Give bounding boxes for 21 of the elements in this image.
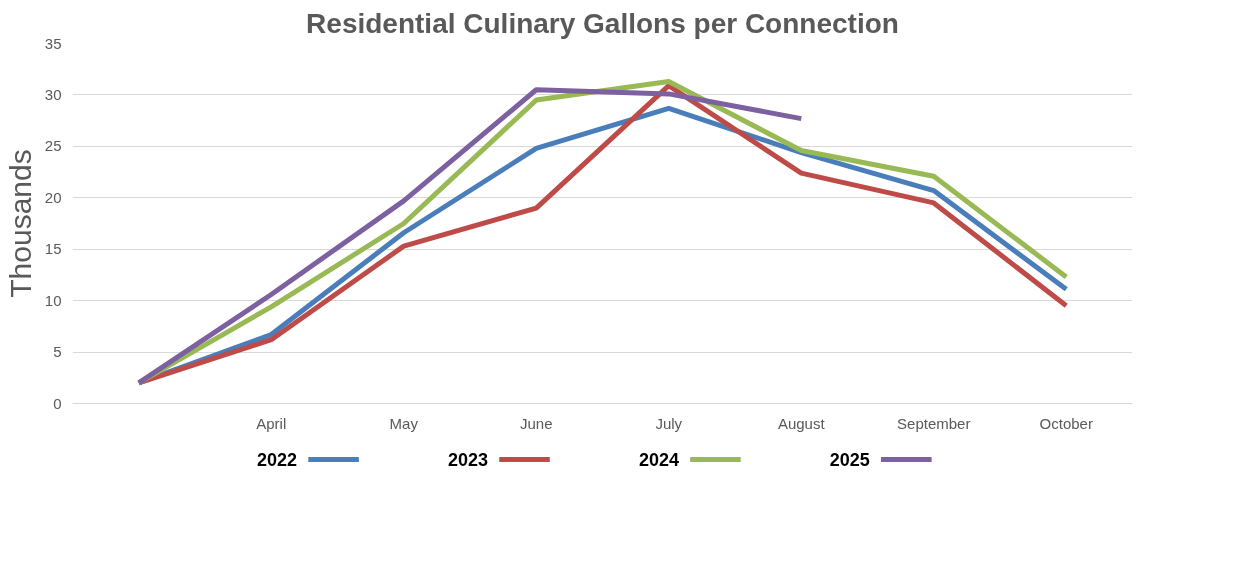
y-tick-label: 30 bbox=[44, 85, 62, 103]
y-tick-label: 35 bbox=[44, 34, 62, 52]
y-tick-label: 20 bbox=[44, 188, 62, 206]
legend-label: 2023 bbox=[447, 450, 489, 470]
y-tick-label: 0 bbox=[53, 394, 62, 412]
legend-label: 2024 bbox=[638, 450, 679, 470]
y-axis-title: Thousands bbox=[3, 149, 37, 298]
x-tick-label: June bbox=[519, 414, 553, 432]
y-tick-label: 15 bbox=[44, 240, 62, 258]
legend-label: 2022 bbox=[257, 450, 298, 470]
x-tick-label: April bbox=[256, 414, 287, 432]
y-tick-label: 25 bbox=[44, 137, 62, 155]
x-tick-label: May bbox=[389, 414, 419, 432]
chart-title: Residential Culinary Gallons per Connection bbox=[306, 7, 899, 39]
y-tick-label: 10 bbox=[44, 291, 62, 309]
x-tick-label: July bbox=[655, 414, 683, 432]
y-tick-label: 5 bbox=[53, 343, 62, 361]
x-tick-label: October bbox=[1039, 414, 1093, 432]
legend-label: 2025 bbox=[829, 450, 870, 470]
x-tick-label: August bbox=[777, 414, 826, 432]
x-tick-label: September bbox=[897, 414, 971, 432]
